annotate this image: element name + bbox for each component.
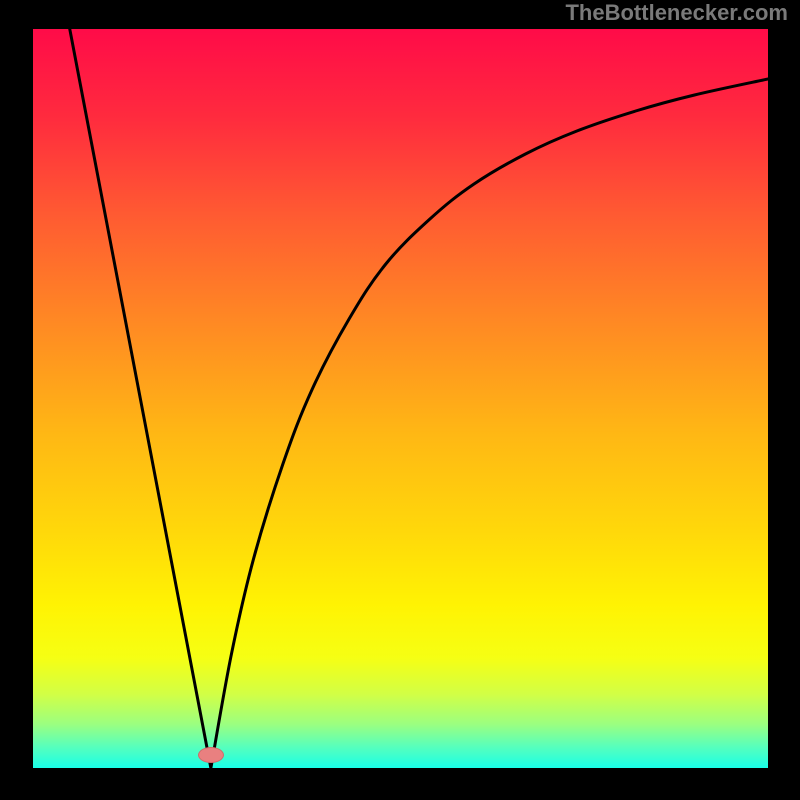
chart-container: TheBottlenecker.com [0, 0, 800, 800]
bottleneck-curve [70, 29, 768, 768]
curve-layer [33, 29, 768, 768]
plot-area [33, 29, 768, 768]
minimum-marker [198, 747, 224, 763]
watermark-text: TheBottlenecker.com [565, 0, 788, 26]
